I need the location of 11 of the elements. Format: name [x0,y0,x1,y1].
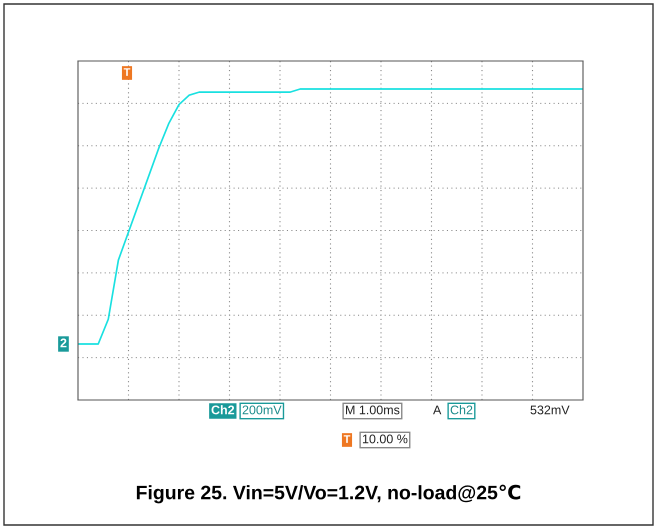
text: Figure 25. Vin=5V/Vo=1.2V, no-load@25℃ [136,484,520,504]
text: M 1.00ms [346,406,400,414]
text: 2 [60,338,66,348]
text: 532mV [530,406,570,414]
text: Ch2 [450,405,472,414]
text: A [433,406,442,414]
text: 10.00 % [362,434,408,444]
text: Ch2 [212,405,234,414]
text: T [124,68,130,76]
text: T [344,435,350,443]
text: 200mV [242,406,282,414]
